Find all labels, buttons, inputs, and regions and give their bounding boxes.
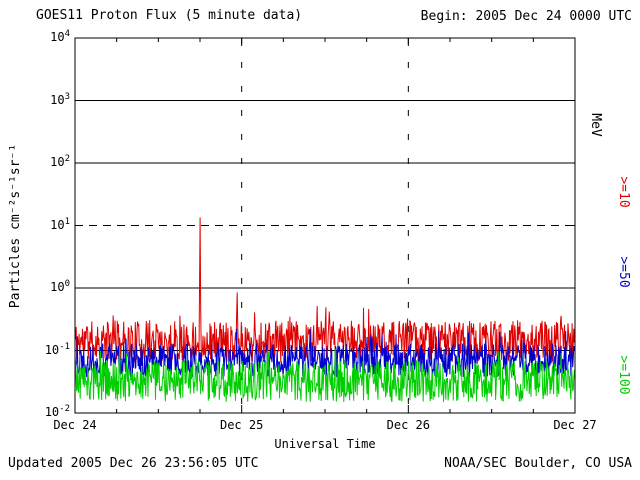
updated-timestamp: Updated 2005 Dec 26 23:56:05 UTC [8,456,259,471]
right-axis-unit-label: MeV [588,113,603,137]
y-tick-label: 101 [50,216,70,232]
y-tick-label: 103 [50,91,70,107]
y-tick-label: 104 [50,29,70,44]
x-tick-label: Dec 24 [53,418,97,432]
x-tick-label: Dec 26 [386,418,430,432]
series-label-ge100: >=100 [616,355,631,395]
y-tick-label: 102 [50,154,70,169]
plot-frame [74,37,576,414]
y-tick-label: 10-2 [44,404,70,419]
x-tick-label: Dec 25 [219,418,264,432]
y-tick-label: 100 [50,279,70,294]
series-label-ge50: >=50 [616,256,631,288]
series-line-gege100 [74,345,576,403]
x-axis-title: Universal Time [274,437,376,451]
begin-time-label: Begin: 2005 Dec 24 0000 UTC [420,9,632,24]
source-attribution: NOAA/SEC Boulder, CO USA [444,456,632,471]
series-line-gege10 [74,217,576,363]
series-label-ge10: >=10 [616,176,631,208]
x-tick-label: Dec 27 [553,418,597,432]
chart-title: GOES11 Proton Flux (5 minute data) [36,8,303,23]
y-tick-label: 10-1 [44,341,70,357]
